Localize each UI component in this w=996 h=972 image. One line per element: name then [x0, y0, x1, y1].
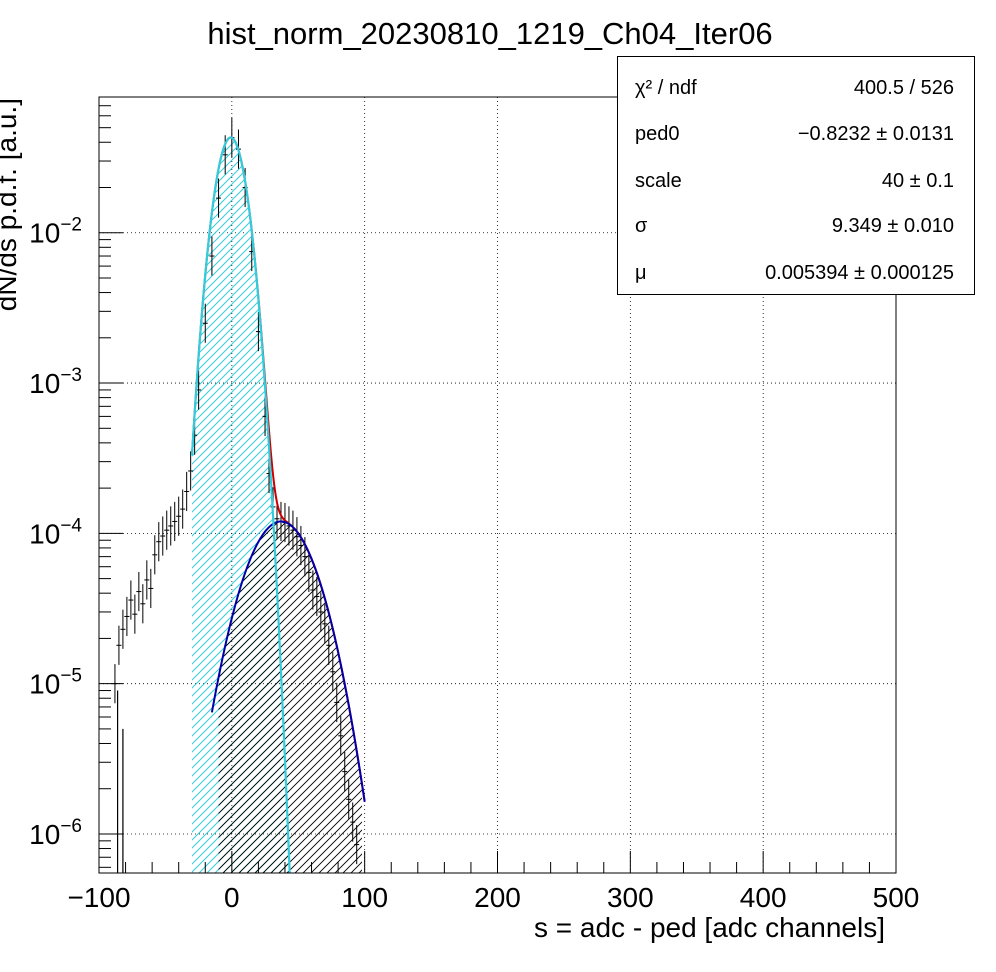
stats-row: ped0 −0.8232 ± 0.0131: [618, 123, 974, 163]
stats-param-name: σ: [635, 215, 648, 237]
stats-param-name: μ: [635, 262, 647, 284]
pedestal-curve: [190, 136, 291, 873]
x-tick-label: 0: [224, 882, 240, 913]
axes: −100 0 100 200 300 400 500 10−6 10−5 10−4 10−3 10−2: [29, 96, 920, 913]
x-tick-label: 200: [474, 882, 521, 913]
chart-title: hist_norm_20230810_1219_Ch04_Iter06: [207, 16, 772, 51]
stats-param-value: 40 ± 0.1: [881, 170, 954, 192]
x-tick-label: −100: [67, 882, 130, 913]
x-tick-label: 400: [740, 882, 787, 913]
stats-param-value: −0.8232 ± 0.0131: [797, 123, 954, 145]
x-axis-label: s = adc - ped [adc channels]: [534, 912, 885, 943]
y-tick-label: 10−4: [29, 515, 82, 549]
y-tick-label: 10−6: [29, 816, 82, 850]
y-tick-label: 10−3: [29, 365, 82, 399]
stats-row: scale 40 ± 0.1: [618, 170, 974, 210]
y-axis-label: dN/ds p.d.f. [a.u.]: [0, 98, 22, 311]
signal-fill: [218, 521, 363, 873]
stats-row: μ 0.005394 ± 0.000125: [618, 262, 974, 302]
stats-param-name: scale: [635, 170, 682, 192]
x-tick-label: 300: [607, 882, 654, 913]
x-tick-label: 100: [341, 882, 388, 913]
fit-stats-box: χ² / ndf 400.5 / 526 ped0 −0.8232 ± 0.0131 s…: [617, 56, 975, 295]
y-tick-label: 10−2: [29, 215, 82, 249]
x-tick-label: 500: [873, 882, 920, 913]
signal-curve: [210, 520, 366, 802]
y-tick-label: 10−5: [29, 666, 82, 700]
stats-param-name: ped0: [635, 123, 680, 145]
stats-param-value: 400.5 / 526: [853, 77, 954, 99]
stats-param-value: 0.005394 ± 0.000125: [765, 262, 954, 284]
stats-row: χ² / ndf 400.5 / 526: [618, 77, 974, 117]
stats-param-name: χ² / ndf: [635, 77, 697, 99]
data-series: [112, 117, 366, 873]
stats-param-value: 9.349 ± 0.010: [831, 215, 954, 237]
stats-row: σ 9.349 ± 0.010: [618, 215, 974, 255]
